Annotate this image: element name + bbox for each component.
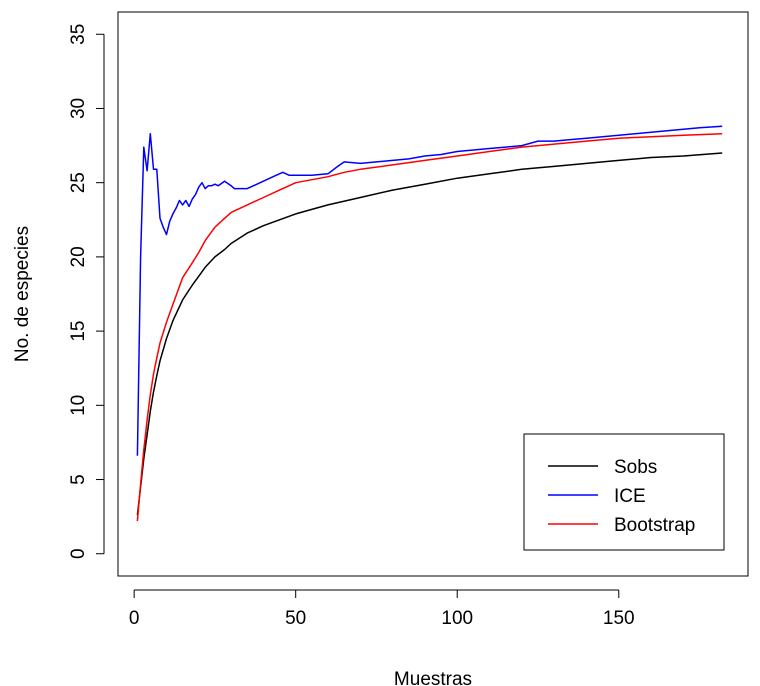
x-tick-label: 50 [285,608,306,629]
series-line-sobs [136,152,723,516]
legend-box [523,433,725,551]
legend: Sobs ICE Bootstrap [523,433,725,551]
y-tick-label: 20 [68,246,89,267]
y-tick-label: 0 [68,548,89,559]
y-tick-label: 10 [68,395,89,416]
legend-label-ice: ICE [614,486,646,507]
legend-label-sobs: Sobs [614,457,657,478]
legend-label-bootstrap: Bootstrap [614,515,695,536]
y-axis: 0 5 10 15 20 25 30 35 [68,24,105,559]
series-line-bootstrap [136,132,723,522]
x-tick-label: 0 [129,608,140,629]
x-axis: 0 50 100 150 [129,589,635,629]
x-tick-label: 100 [441,608,473,629]
x-axis-title: Muestras [394,669,472,686]
series-layer [136,125,723,522]
y-tick-label: 5 [68,474,89,485]
y-tick-label: 15 [68,321,89,342]
plot-frame [117,11,749,577]
y-tick-label: 35 [68,24,89,45]
y-tick-label: 25 [68,172,89,193]
y-tick-label: 30 [68,98,89,119]
y-axis-title: No. de especies [12,226,33,362]
x-tick-label: 150 [603,608,635,629]
series-line-ice [136,125,723,456]
